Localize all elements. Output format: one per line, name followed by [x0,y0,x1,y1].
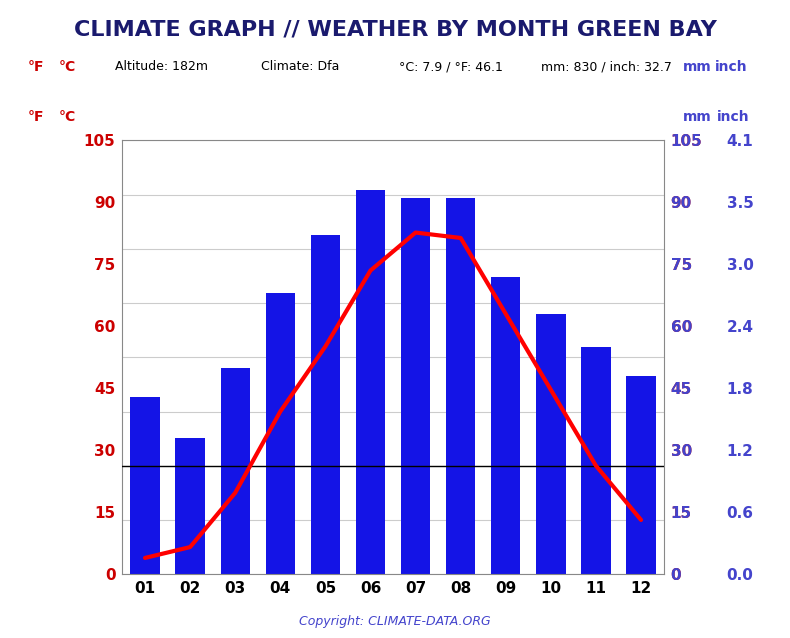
Text: Climate: Dfa: Climate: Dfa [261,61,339,73]
Text: Copyright: CLIMATE-DATA.ORG: Copyright: CLIMATE-DATA.ORG [299,616,491,628]
Text: inch: inch [717,110,750,124]
Text: Altitude: 182m: Altitude: 182m [115,61,208,73]
Bar [130,397,160,574]
Bar [310,235,340,574]
Bar [626,376,656,574]
Bar [356,190,386,574]
Bar [401,198,431,574]
Text: °C: °C [59,60,77,74]
Text: °F: °F [28,60,44,74]
Bar [491,277,521,574]
Bar [220,367,250,574]
Text: CLIMATE GRAPH // WEATHER BY MONTH GREEN BAY: CLIMATE GRAPH // WEATHER BY MONTH GREEN … [73,19,717,39]
Text: inch: inch [715,60,747,74]
Bar [175,438,205,574]
Bar [536,314,566,574]
Text: °C: 7.9 / °F: 46.1: °C: 7.9 / °F: 46.1 [399,61,502,73]
Text: °F: °F [28,110,44,124]
Bar [581,347,611,574]
Text: °C: °C [59,110,77,124]
Text: mm: mm [683,60,712,74]
Text: mm: 830 / inch: 32.7: mm: 830 / inch: 32.7 [541,61,672,73]
Bar [265,293,295,574]
Text: mm: mm [683,110,712,124]
Bar [446,198,476,574]
